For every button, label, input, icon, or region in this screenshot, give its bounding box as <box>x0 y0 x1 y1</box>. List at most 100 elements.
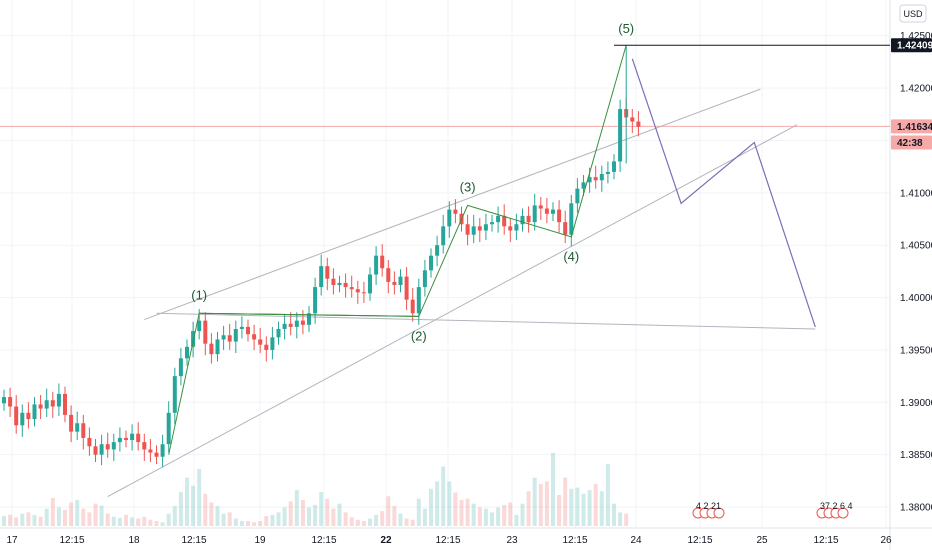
wave-label: (2) <box>411 328 427 343</box>
price-tag <box>891 38 932 53</box>
x-tick-label: 25 <box>756 535 768 546</box>
volume-bar <box>429 488 433 526</box>
price-tag-label: 1.41634 <box>897 122 932 133</box>
volume-bar <box>227 512 232 526</box>
candle-body <box>26 412 31 420</box>
volume-bar <box>380 511 385 526</box>
volume-bar <box>69 502 74 526</box>
volume-bar <box>50 498 55 526</box>
volume-bar <box>300 499 305 526</box>
volume-bar <box>270 514 275 526</box>
volume-bar <box>319 491 324 526</box>
event-flag-icon[interactable] <box>837 507 849 519</box>
candle-body <box>483 224 488 231</box>
candle-body <box>221 335 226 340</box>
wave-label: (1) <box>191 287 207 302</box>
volume-bar <box>581 493 586 526</box>
candle-body <box>276 328 281 338</box>
y-tick-label: 1.40500 <box>900 241 932 252</box>
volume-bar <box>136 518 141 526</box>
wave-label: (5) <box>618 21 634 36</box>
volume-bar <box>465 498 470 526</box>
candle-body <box>526 215 531 223</box>
volume-bar <box>221 513 226 526</box>
candle-body <box>508 226 513 231</box>
candle-body <box>435 245 440 256</box>
volume-bar <box>246 521 250 526</box>
candle-body <box>319 266 324 288</box>
volume-bar <box>575 487 580 526</box>
candle-body <box>325 266 330 279</box>
volume-bar <box>410 519 415 526</box>
candle-body <box>404 276 409 300</box>
y-tick-label: 1.38500 <box>900 450 932 461</box>
candle-body <box>538 205 543 209</box>
candle-body <box>343 282 348 288</box>
volume-bar <box>538 483 543 526</box>
candle-body <box>38 404 43 409</box>
volume-bar <box>593 483 598 526</box>
volume-bar <box>124 514 128 526</box>
x-tick-label: 12:15 <box>59 535 84 546</box>
candle-body <box>410 299 415 314</box>
volume-bar <box>508 502 513 526</box>
candle-body <box>386 268 391 282</box>
volume-bar <box>532 477 537 526</box>
volume-bar <box>325 498 330 526</box>
price-tag-label: 42:38 <box>897 138 923 149</box>
volume-bar <box>526 491 531 526</box>
candle-body <box>75 423 80 432</box>
candle-body <box>197 320 202 332</box>
volume-bar <box>172 506 177 526</box>
currency-badge[interactable] <box>899 4 927 23</box>
volume-bar <box>404 518 409 526</box>
volume-bar <box>233 518 238 526</box>
y-tick-label: 1.38000 <box>900 503 932 514</box>
candle-body <box>288 323 293 327</box>
volume-bar <box>563 477 568 526</box>
candle-body <box>429 255 433 271</box>
candle-body <box>337 282 342 285</box>
event-label: 4 2 21 <box>696 501 721 511</box>
y-tick-label: 1.39500 <box>900 345 932 356</box>
candle-body <box>544 208 549 214</box>
candle-body <box>178 358 183 377</box>
volume-bar <box>8 514 13 526</box>
volume-bar <box>32 514 37 526</box>
candle-body <box>575 188 580 204</box>
candle-body <box>630 117 635 122</box>
candle-body <box>160 444 165 457</box>
candle-body <box>374 255 379 275</box>
volume-bar <box>368 518 372 526</box>
volume-bar <box>361 521 366 526</box>
volume-bar <box>422 508 427 526</box>
candle-body <box>227 335 232 342</box>
event-flag-icon[interactable] <box>713 507 725 519</box>
volume-bar <box>520 503 525 526</box>
channel-line <box>144 88 761 321</box>
y-tick-label: 1.40000 <box>900 293 932 304</box>
candle-body <box>349 287 354 290</box>
volume-bar <box>471 503 476 526</box>
candle-body <box>581 182 586 189</box>
x-tick-label: 12:15 <box>562 535 587 546</box>
volume-bar <box>453 492 458 526</box>
candle-body <box>612 161 616 172</box>
candle-body <box>44 400 49 409</box>
volume-bar <box>99 505 104 526</box>
volume-bar <box>56 507 61 526</box>
candle-body <box>392 281 397 285</box>
volume-bar <box>117 517 122 526</box>
candle-body <box>587 177 592 183</box>
volume-bar <box>288 501 293 526</box>
volume-bar <box>483 508 488 526</box>
candle-body <box>569 203 574 235</box>
candle-body <box>313 287 318 314</box>
candle-body <box>563 222 568 235</box>
volume-bar <box>337 503 342 526</box>
x-tick-label: 26 <box>880 535 892 546</box>
volume-bar <box>343 512 348 526</box>
volume-bar <box>599 491 604 526</box>
